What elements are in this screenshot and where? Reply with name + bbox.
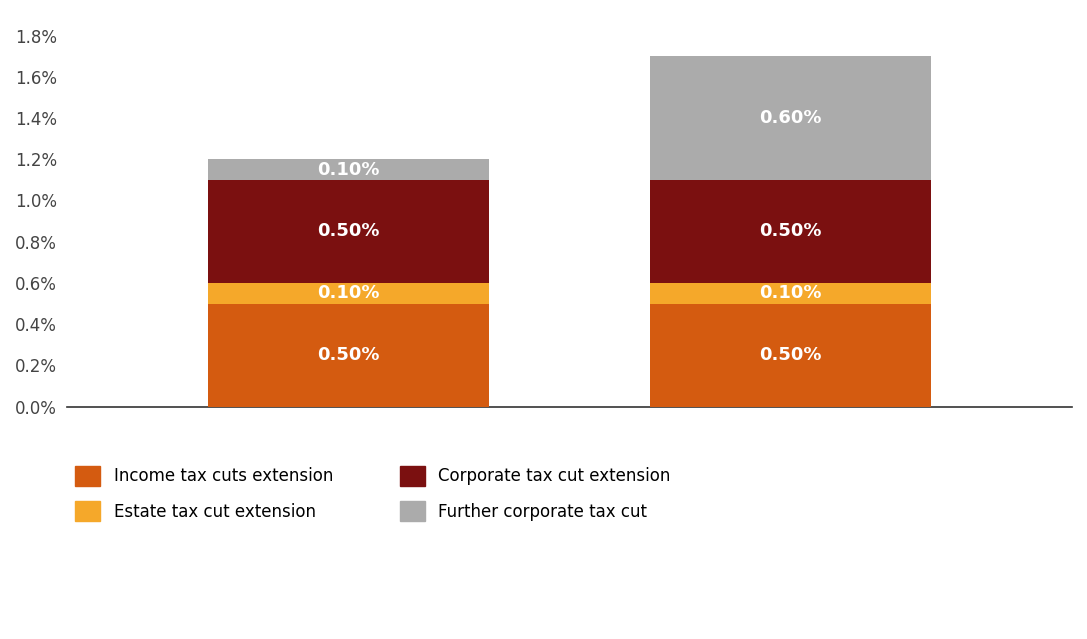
Text: 0.10%: 0.10%	[760, 284, 822, 302]
Bar	[208, 159, 489, 180]
Text: 0.10%: 0.10%	[317, 284, 379, 302]
Bar	[650, 283, 932, 304]
Text: 0.50%: 0.50%	[317, 346, 379, 364]
Bar	[208, 180, 489, 283]
Text: 0.50%: 0.50%	[317, 222, 379, 240]
Text: 0.50%: 0.50%	[760, 222, 822, 240]
Legend: Income tax cuts extension, Estate tax cut extension, Corporate tax cut extension: Income tax cuts extension, Estate tax cu…	[75, 466, 671, 521]
Bar	[650, 180, 932, 283]
Text: 0.50%: 0.50%	[760, 346, 822, 364]
Text: 0.60%: 0.60%	[760, 109, 822, 127]
Bar	[208, 304, 489, 406]
Text: 0.10%: 0.10%	[317, 160, 379, 178]
Bar	[650, 56, 932, 180]
Bar	[208, 283, 489, 304]
Bar	[650, 304, 932, 406]
